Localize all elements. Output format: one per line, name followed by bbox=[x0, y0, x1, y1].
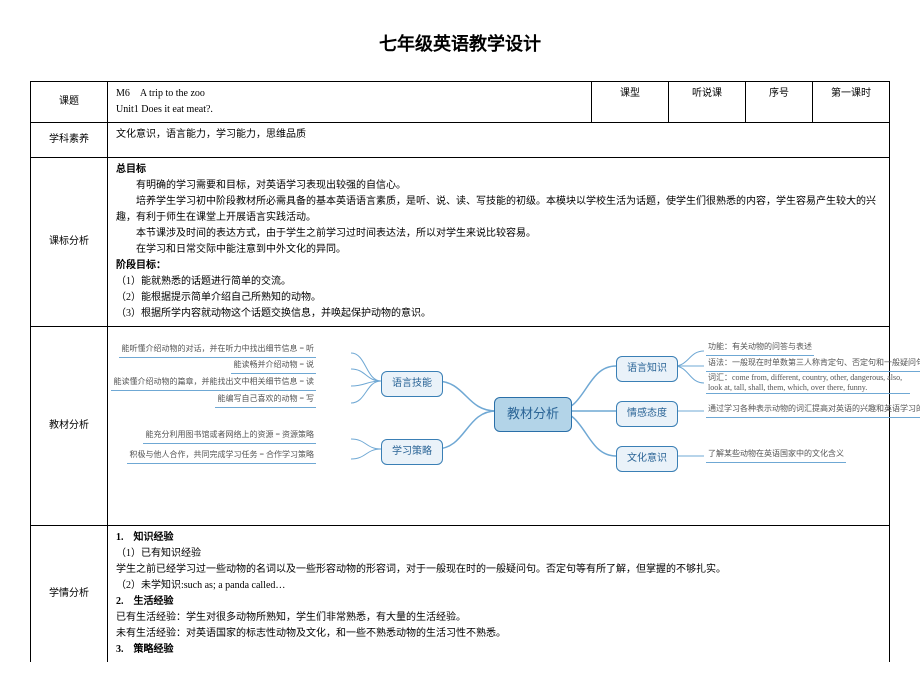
standard-content: 总目标 有明确的学习需要和目标，对英语学习表现出较强的自信心。 培养学生学习初中… bbox=[108, 158, 890, 327]
std-p2: 培养学生学习初中阶段教材所必需具备的基本英语语言素质，是听、说、读、写技能的初级… bbox=[116, 194, 881, 226]
stu-h1: 1. 知识经验 bbox=[116, 530, 881, 546]
stu-h2: 2. 生活经验 bbox=[116, 594, 881, 610]
subject-label: 学科素养 bbox=[31, 123, 108, 158]
mm-cu1: 了解某些动物在英语国家中的文化含义 bbox=[706, 448, 846, 463]
mm-st2: 积极与他人合作，共同完成学习任务 = 合作学习策略 bbox=[127, 449, 316, 464]
mm-lang-know: 语言知识 bbox=[616, 356, 678, 382]
mm-lk3: 词汇：come from, different, country, other,… bbox=[706, 373, 910, 394]
stu-p3: （2）未学知识:such as; a panda called… bbox=[116, 578, 881, 594]
mm-emotion: 情感态度 bbox=[616, 401, 678, 427]
standard-label: 课标分析 bbox=[31, 158, 108, 327]
mm-st1: 能充分利用图书馆或者网络上的资源 = 资源策略 bbox=[143, 429, 316, 444]
mm-culture: 文化意识 bbox=[616, 446, 678, 472]
std-h2: 阶段目标： bbox=[116, 258, 881, 274]
seq-label: 序号 bbox=[746, 82, 813, 123]
page-title: 七年级英语教学设计 bbox=[30, 30, 890, 56]
stu-p2: 学生之前已经学习过一些动物的名词以及一些形容动物的形容词，对于一般现在时的一般疑… bbox=[116, 562, 881, 578]
std-p4: 在学习和日常交际中能注意到中外文化的异同。 bbox=[116, 242, 881, 258]
topic-line1: M6 A trip to the zoo bbox=[116, 86, 583, 102]
topic-line2: Unit1 Does it eat meat?. bbox=[116, 102, 583, 118]
mm-ls4: 能编写自己喜欢的动物 = 写 bbox=[215, 393, 316, 408]
seq-value: 第一课时 bbox=[813, 82, 890, 123]
textbook-content: 教材分析 语言技能 学习策略 语言知识 情感态度 文化意识 能听懂介绍动物的对话… bbox=[108, 327, 890, 526]
mm-center: 教材分析 bbox=[494, 397, 572, 432]
std-s3: （3）根据所学内容就动物这个话题交换信息，并唤起保护动物的意识。 bbox=[116, 306, 881, 322]
student-label: 学情分析 bbox=[31, 526, 108, 663]
mm-ls2: 能读畅并介绍动物 = 说 bbox=[231, 359, 316, 374]
stu-h3: 3. 策略经验 bbox=[116, 642, 881, 658]
topic-label: 课题 bbox=[31, 82, 108, 123]
mm-lk1: 功能：有关动物的问答与表述 bbox=[706, 341, 814, 356]
std-s2: （2）能根据提示简单介绍自己所熟知的动物。 bbox=[116, 290, 881, 306]
subject-value: 文化意识，语言能力，学习能力，思维品质 bbox=[108, 123, 890, 158]
std-h1: 总目标 bbox=[116, 162, 881, 178]
mm-learn-strat: 学习策略 bbox=[381, 439, 443, 465]
std-p1: 有明确的学习需要和目标，对英语学习表现出较强的自信心。 bbox=[116, 178, 881, 194]
lesson-plan-table: 课题 M6 A trip to the zoo Unit1 Does it ea… bbox=[30, 81, 890, 662]
student-content: 1. 知识经验 （1）已有知识经验 学生之前已经学习过一些动物的名词以及一些形容… bbox=[108, 526, 890, 663]
mm-ls1: 能听懂介绍动物的对话，并在听力中找出细节信息 = 听 bbox=[119, 343, 316, 358]
std-p3: 本节课涉及时间的表达方式，由于学生之前学习过时间表达法，所以对学生来说比较容易。 bbox=[116, 226, 881, 242]
stu-p1: （1）已有知识经验 bbox=[116, 546, 881, 562]
ktype-label: 课型 bbox=[592, 82, 669, 123]
stu-p5: 未有生活经验：对英语国家的标志性动物及文化，和一些不熟悉动物的生活习性不熟悉。 bbox=[116, 626, 881, 642]
ktype-value: 听说课 bbox=[669, 82, 746, 123]
topic-value: M6 A trip to the zoo Unit1 Does it eat m… bbox=[108, 82, 592, 123]
mindmap: 教材分析 语言技能 学习策略 语言知识 情感态度 文化意识 能听懂介绍动物的对话… bbox=[116, 331, 881, 521]
mm-em1: 通过学习各种表示动物的词汇提高对英语的兴趣和英语学习的积极性 bbox=[706, 403, 920, 418]
stu-p4: 已有生活经验：学生对很多动物所熟知，学生们非常熟悉，有大量的生活经验。 bbox=[116, 610, 881, 626]
std-s1: （1）能就熟悉的话题进行简单的交流。 bbox=[116, 274, 881, 290]
mm-ls3: 能读懂介绍动物的篇章，并能找出文中相关细节信息 = 读 bbox=[111, 376, 316, 391]
mm-lang-skill: 语言技能 bbox=[381, 371, 443, 397]
textbook-label: 教材分析 bbox=[31, 327, 108, 526]
mm-lk2: 语法：一般现在时单数第三人称肯定句、否定句和一般疑问句及其回答 bbox=[706, 357, 920, 372]
